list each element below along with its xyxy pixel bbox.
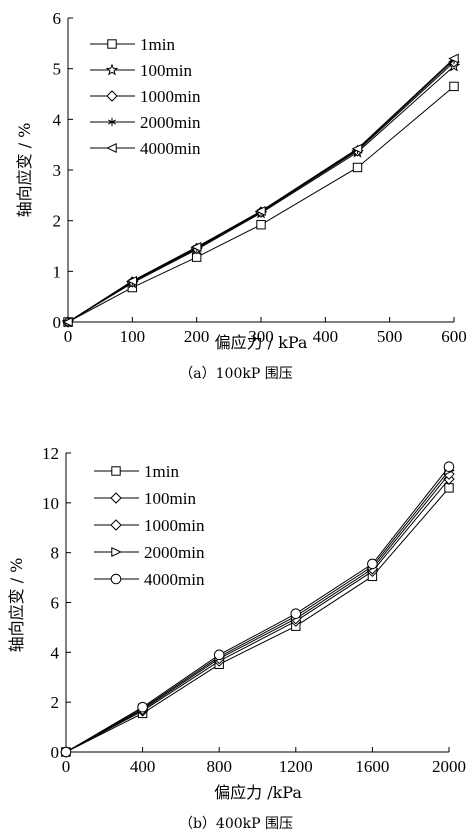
chart-a-legend-label-4: 4000min: [140, 139, 201, 158]
chart-b-y-axis-label: 轴向应变 / %: [7, 558, 26, 653]
chart-a-series-point-4: [126, 275, 138, 286]
chart-a-legend-marker-2: [106, 90, 118, 102]
chart-b-x-tick-label: 800: [206, 757, 232, 776]
chart-b-series: [60, 461, 455, 758]
chart-a-y-tick-label: 6: [53, 9, 62, 28]
chart-a-y-axis-label: 轴向应变 / %: [15, 123, 34, 218]
chart-a-y-tick-label: 3: [53, 161, 62, 180]
chart-a-series: [61, 53, 461, 328]
chart-b-legend-marker-0: [111, 466, 121, 476]
chart-b-x-tick-label: 2000: [432, 757, 466, 776]
chart-a-x-tick-label: 100: [120, 327, 146, 346]
chart-a-x-axis-label: 偏应力 / kPa: [215, 333, 308, 352]
chart-b-series-4: [60, 461, 455, 758]
chart-b-legend-marker-1: [110, 492, 122, 504]
chart-b-legend: 1min 100min 1000min 2000min 4000min: [94, 462, 205, 589]
chart-b-x-axis-label: 偏应力 /kPa: [214, 783, 302, 802]
chart-a-x-tick-label: 500: [377, 327, 403, 346]
chart-a-x-tick-label: 300: [248, 327, 274, 346]
chart-a-series-line-4: [67, 58, 455, 323]
chart-b-series-point-4: [213, 649, 225, 661]
chart-a-series-point-4: [351, 143, 363, 154]
chart-b-y-tick-label: 10: [42, 494, 59, 513]
chart-a-series-point-0: [352, 162, 363, 173]
chart-a-series-line-2: [67, 61, 455, 323]
chart-b-x-tick-label: 1200: [279, 757, 313, 776]
chart-a-legend-marker-1: [105, 63, 119, 76]
chart-b-y-tick-label: 4: [51, 643, 60, 662]
chart-a-legend: 1min 100min 1000min 2000min 4000min: [90, 35, 201, 158]
chart-a-x-tick-label: 600: [441, 327, 467, 346]
chart-a-series-2: [62, 56, 460, 328]
chart-b-legend-label-2: 1000min: [144, 516, 205, 535]
chart-a-series-1: [61, 59, 461, 328]
chart-a-y-tick-label: 5: [53, 60, 62, 79]
chart-b-legend-label-0: 1min: [144, 462, 179, 481]
chart-b-series-point-4: [443, 461, 455, 473]
chart-a-series-point-4: [62, 317, 73, 327]
chart-a-x-tick-label: 400: [313, 327, 339, 346]
chart-b-series-2: [60, 468, 455, 758]
chart-b-series-point-0: [444, 483, 454, 493]
chart-b-series-point-4: [367, 558, 378, 570]
chart-a-ticks: 0 100 200 300 400 500 600 0 1 2 3 4 5 6: [53, 9, 467, 346]
chart-b-y-tick-label: 12: [42, 444, 59, 463]
chart-b-ticks: 0 400 800 1200 1600 2000 0 2 4 6 8 10 12: [42, 444, 466, 776]
chart-a-legend-label-3: 2000min: [140, 113, 201, 132]
chart-b-series-point-4: [137, 701, 148, 713]
chart-b-caption: （b）400kP 围压: [179, 816, 293, 832]
chart-b-series-line-4: [65, 466, 450, 753]
chart-b-series-line-3: [65, 470, 450, 753]
chart-b-series-point-4: [60, 746, 72, 758]
chart-b-series-1: [60, 473, 455, 758]
chart-a-y-tick-label: 4: [53, 110, 62, 129]
chart-b-legend-label-4: 4000min: [144, 570, 205, 589]
chart-a-legend-label-2: 1000min: [140, 87, 201, 106]
chart-b-legend-marker-3: [111, 547, 122, 557]
chart-a-legend-marker-0: [107, 39, 117, 49]
chart-a-series-point-4: [255, 206, 266, 217]
chart-a-legend-label-0: 1min: [140, 35, 175, 54]
chart-a-legend-label-1: 100min: [140, 61, 192, 80]
chart-b-series-line-2: [65, 473, 450, 753]
chart-b-series-line-0: [65, 487, 450, 753]
chart-a-y-tick-label: 2: [53, 212, 62, 231]
chart-a-series-point-0: [449, 81, 459, 92]
chart-a-series-4: [62, 53, 459, 327]
chart-b-y-tick-label: 8: [51, 544, 60, 563]
chart-b-x-tick-label: 1600: [355, 757, 389, 776]
chart-a-x-tick-label: 200: [184, 327, 210, 346]
chart-b-legend-marker-4: [110, 573, 122, 585]
chart-a-y-tick-label: 1: [53, 262, 62, 281]
chart-b-series-point-4: [290, 608, 302, 620]
chart-b-x-tick-label: 400: [130, 757, 156, 776]
chart-b-legend-marker-2: [110, 519, 122, 531]
chart-b-legend-label-1: 100min: [144, 489, 196, 508]
chart-a-series-0: [63, 81, 459, 327]
chart-b-legend-label-3: 2000min: [144, 543, 205, 562]
chart-b-y-tick-label: 0: [51, 743, 60, 762]
chart-a-series-line-0: [67, 86, 455, 323]
chart-b-y-tick-label: 2: [51, 693, 60, 712]
chart-b-x-tick-label: 0: [62, 757, 71, 776]
chart-a-series-line-3: [67, 59, 455, 323]
chart-b-y-tick-label: 6: [51, 594, 60, 613]
chart-b-series-line-1: [65, 478, 450, 753]
chart-b-series-3: [61, 465, 455, 757]
chart-a-series-point-4: [190, 242, 202, 253]
chart-a-legend-marker-4: [106, 143, 117, 153]
chart-a-series-line-1: [67, 65, 455, 323]
chart-a-series-point-0: [256, 220, 266, 230]
chart-a-legend-marker-3: [108, 117, 116, 127]
chart-panel-a: 0 100 200 300 400 500 600 0 1 2 3 4 5 6 1min 100min 100…: [15, 9, 467, 382]
chart-a-series-point-4: [448, 53, 459, 64]
chart-a-caption: （a）100kP 围压: [179, 366, 292, 382]
chart-a-x-tick-label: 0: [64, 327, 73, 346]
chart-a-y-tick-label: 0: [53, 313, 62, 332]
